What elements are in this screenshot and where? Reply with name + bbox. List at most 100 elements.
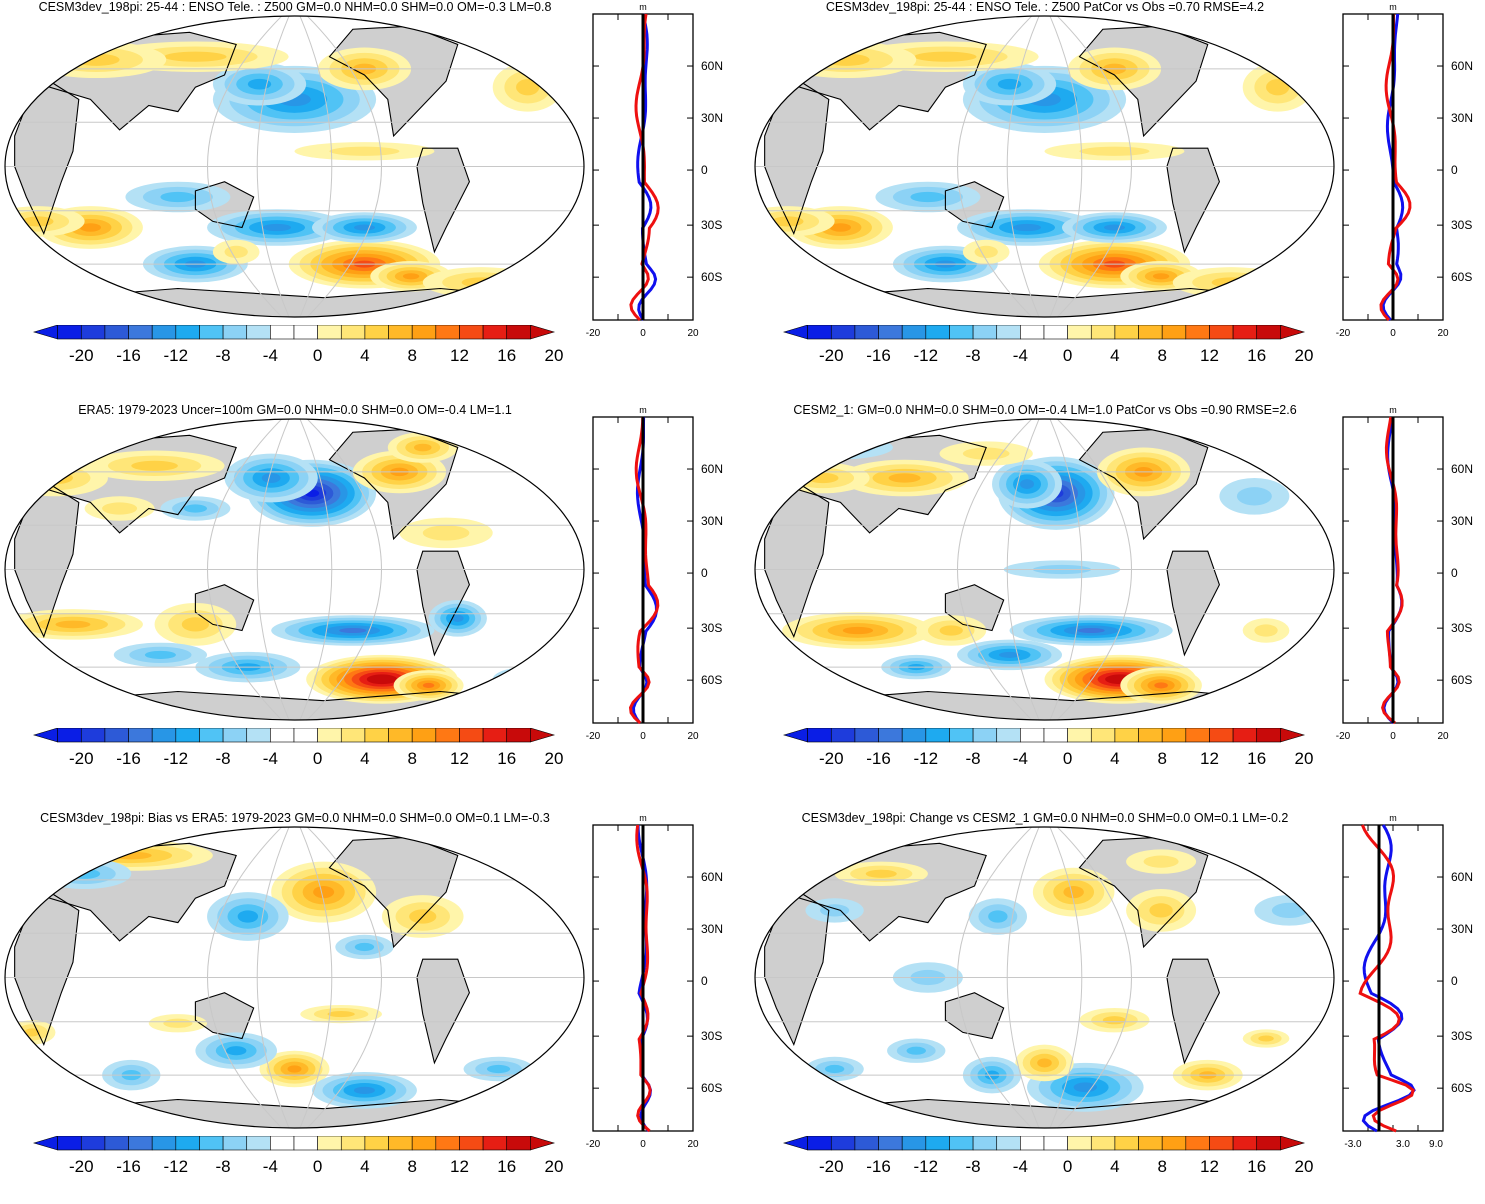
colorbar-swatch <box>246 728 271 743</box>
land-mask <box>416 959 470 1063</box>
colorbar-tick-label: 0 <box>313 1157 322 1176</box>
colorbar-swatch <box>435 728 460 743</box>
profile-xtick-label: -20 <box>586 731 601 742</box>
colorbar-swatch <box>1256 728 1281 743</box>
colorbar-swatch <box>854 325 879 340</box>
colorbar-swatch <box>830 728 856 743</box>
contour-fill <box>807 472 839 484</box>
colorbar-tick-label: 12 <box>450 1157 469 1176</box>
colorbar-end-left <box>32 325 58 340</box>
panel-p6: CESM3dev_198pi: Change vs CESM2_1 GM=0.0… <box>750 811 1485 1204</box>
colorbar-swatch <box>506 728 531 743</box>
coastline <box>944 181 1005 229</box>
colorbar-swatch <box>128 1136 153 1151</box>
colorbar-tick-label: -8 <box>216 346 231 365</box>
colorbar-swatch <box>949 728 974 743</box>
graticule-lon <box>956 827 1035 1128</box>
land-mask <box>764 892 829 1045</box>
colorbar-end-right <box>530 728 556 743</box>
land-mask <box>1166 148 1220 252</box>
colorbar-swatch <box>854 728 879 743</box>
coastline <box>468 19 505 46</box>
coastline <box>328 25 459 138</box>
colorbar-swatch <box>317 1136 342 1151</box>
map-border <box>4 826 585 1129</box>
colorbar-swatch <box>199 728 224 743</box>
colorbar-tick-label: 8 <box>407 346 416 365</box>
profile-xtick-label: 20 <box>687 328 699 339</box>
colorbar-swatch <box>411 325 437 340</box>
colorbar-tick-label: 20 <box>545 749 564 768</box>
contour-fill <box>353 224 375 231</box>
colorbar-tick-label: -20 <box>819 1157 844 1176</box>
coastline <box>416 958 470 1065</box>
colorbar-tick-label: -16 <box>116 346 141 365</box>
contour-fill <box>224 245 248 258</box>
contour-fill <box>1172 267 1290 298</box>
contour-fill <box>183 504 208 513</box>
colorbar-tick-label: -12 <box>914 346 939 365</box>
graticule-lon <box>298 419 333 720</box>
profile-lat-label: 60N <box>701 870 723 884</box>
coastline <box>1078 25 1209 138</box>
profile-lat-label: 60S <box>1451 1081 1472 1095</box>
profile-lat-label: 60N <box>1451 59 1473 73</box>
contour-fill <box>962 447 1010 460</box>
colorbar-tick-label: 8 <box>1157 749 1166 768</box>
coastline <box>328 428 459 541</box>
profile-xtick-label: 0 <box>640 731 646 742</box>
colorbar-swatch <box>1209 325 1234 340</box>
coastline <box>37 434 237 534</box>
colorbar-swatch <box>57 1136 82 1151</box>
coastline <box>194 584 255 632</box>
zonal-mean-profile: m -3.0 3.0 9.0 60N 30N 0 30S 60S <box>1342 813 1473 1150</box>
colorbar-swatch <box>1161 1136 1187 1151</box>
colorbar-swatch <box>388 1136 413 1151</box>
colorbar-swatch <box>925 728 950 743</box>
profile-xtick-label: 0 <box>1390 731 1396 742</box>
colorbar-swatch <box>364 1136 389 1151</box>
colorbar-tick-label: 16 <box>497 346 516 365</box>
colorbar-swatch <box>830 325 856 340</box>
contour-fill <box>261 473 281 483</box>
profile-lat-label: 60S <box>701 270 722 284</box>
colorbar-tick-label: 16 <box>1247 749 1266 768</box>
profile-xtick-label: -20 <box>1336 731 1351 742</box>
colorbar-swatch <box>57 325 82 340</box>
contour-fill <box>1020 479 1035 489</box>
profile-curve-blue <box>636 13 658 321</box>
land-mask <box>469 423 505 448</box>
contour-fill <box>5 459 108 497</box>
profile-curve-blue <box>1361 824 1416 1133</box>
contour-fill <box>820 904 850 917</box>
zonal-mean-profile: m -20 0 20 60N 30N 0 30S 60S <box>1336 405 1473 742</box>
colorbar-tick-label: 4 <box>360 749 369 768</box>
colorbar-swatch <box>293 325 318 340</box>
colorbar-swatch <box>482 1136 508 1151</box>
graticule-lon <box>1048 16 1083 317</box>
colorbar-swatch <box>1138 325 1163 340</box>
colorbar-tick-label: 16 <box>1247 1157 1266 1176</box>
colorbar-swatch <box>807 325 832 340</box>
colorbar-swatch <box>1209 728 1234 743</box>
colorbar-swatch <box>435 1136 460 1151</box>
graticule-lon <box>1048 419 1083 720</box>
contour-fill <box>164 51 227 62</box>
colorbar-tick-label: -20 <box>69 346 94 365</box>
contour-fill <box>72 53 120 66</box>
colorbar-tick-label: 4 <box>1110 346 1119 365</box>
contour-fill <box>131 460 178 471</box>
colorbar-swatch <box>1114 1136 1139 1151</box>
graticule-lon <box>256 827 291 1128</box>
profile-curve-red <box>1358 824 1415 1133</box>
profile-xtick-label: -3.0 <box>1344 1139 1362 1150</box>
colorbar-swatch <box>901 325 927 340</box>
contour-fill <box>32 420 149 445</box>
colorbar-swatch <box>925 1136 950 1151</box>
colorbar-swatch <box>364 325 389 340</box>
coastline <box>468 830 505 857</box>
colorbar-end-right <box>1280 325 1306 340</box>
colorbar-swatch <box>972 728 998 743</box>
colorbar-tick-label: -4 <box>263 749 278 768</box>
colorbar-tick-label: 4 <box>360 1157 369 1176</box>
